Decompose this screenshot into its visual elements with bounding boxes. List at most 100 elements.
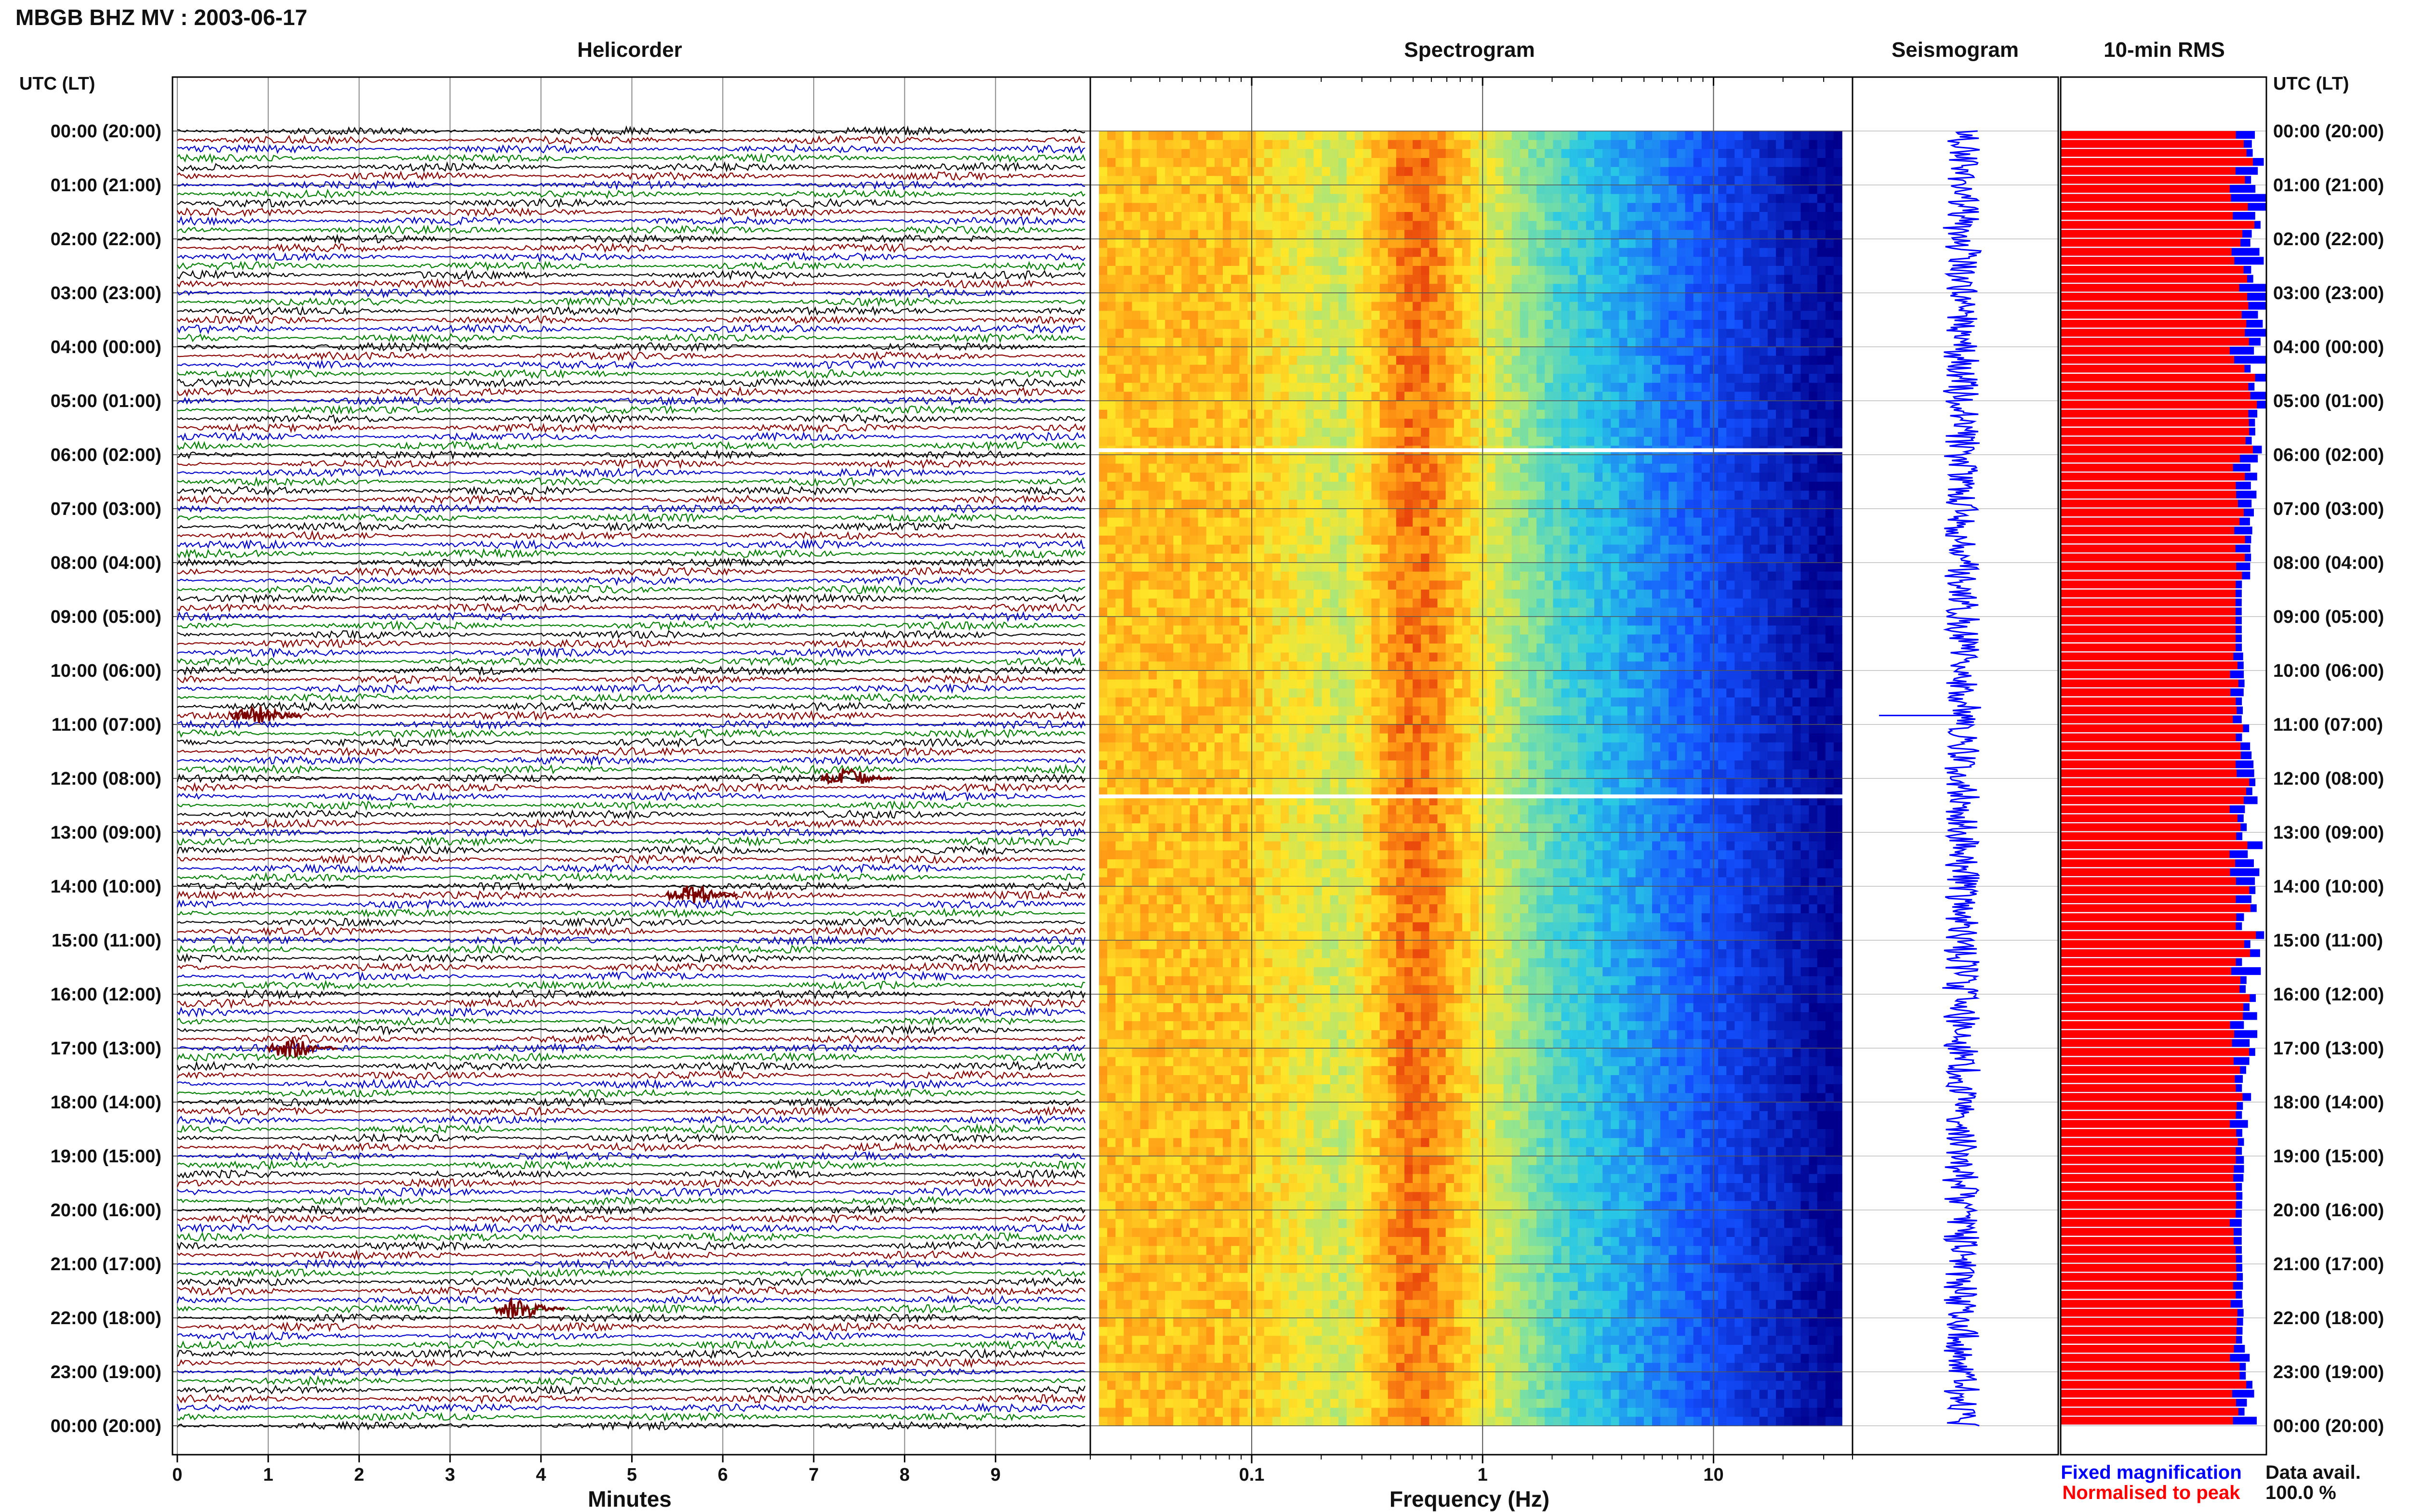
spectrogram-cell bbox=[1726, 455, 1735, 464]
spectrogram-cell bbox=[1421, 203, 1430, 212]
spectrogram-cell bbox=[1536, 490, 1545, 500]
spectrogram-cell bbox=[1487, 248, 1496, 258]
spectrogram-cell bbox=[1379, 580, 1389, 590]
spectrogram-cell bbox=[1388, 347, 1397, 356]
spectrogram-cell bbox=[1388, 517, 1397, 527]
spectrogram-cell bbox=[1734, 436, 1744, 447]
helicorder-trace-row bbox=[177, 513, 1085, 524]
spectrogram-cell bbox=[1693, 230, 1702, 239]
spectrogram-cell bbox=[1709, 436, 1719, 447]
spectrogram-cell bbox=[1643, 419, 1653, 428]
spectrogram-cell bbox=[1759, 140, 1768, 150]
spectrogram-cell bbox=[1305, 517, 1314, 527]
spectrogram-cell bbox=[1437, 167, 1446, 177]
helicorder-trace-row bbox=[176, 1052, 1085, 1063]
spectrogram-cell bbox=[1437, 212, 1446, 222]
spectrogram-cell bbox=[1214, 517, 1223, 527]
spectrogram-cell bbox=[1800, 329, 1810, 339]
spectrogram-cell bbox=[1338, 185, 1347, 195]
spectrogram-cell bbox=[1297, 248, 1306, 258]
spectrogram-cell bbox=[1305, 158, 1314, 168]
spectrogram-cell bbox=[1545, 553, 1554, 563]
helicorder-trace-row bbox=[177, 1214, 1085, 1225]
spectrogram-cell bbox=[1817, 463, 1826, 473]
spectrogram-cell bbox=[1305, 590, 1314, 599]
spectrogram-cell bbox=[1099, 284, 1108, 293]
spectrogram-cell bbox=[1553, 275, 1562, 285]
spectrogram-cell bbox=[1214, 490, 1223, 500]
spectrogram-cell bbox=[1454, 392, 1463, 401]
helicorder-trace-row bbox=[177, 215, 1085, 226]
spectrogram-cell bbox=[1660, 409, 1669, 420]
spectrogram-cell bbox=[1140, 167, 1149, 177]
spectrogram-cell bbox=[1726, 167, 1735, 177]
spectrogram-cell bbox=[1668, 158, 1678, 168]
spectrogram-cell bbox=[1643, 590, 1653, 599]
spectrogram-cell bbox=[1256, 203, 1265, 212]
spectrogram-cell bbox=[1124, 428, 1133, 437]
spectrogram-cell bbox=[1545, 455, 1554, 464]
spectrogram-cell bbox=[1099, 500, 1108, 509]
spectrogram-cell bbox=[1611, 221, 1620, 231]
spectrogram-cell bbox=[1124, 293, 1133, 302]
spectrogram-cell bbox=[1627, 320, 1636, 329]
spectrogram-cell bbox=[1396, 392, 1405, 401]
spectrogram-cell bbox=[1445, 509, 1455, 518]
spectrogram-cell bbox=[1355, 257, 1364, 266]
spectrogram-cell bbox=[1223, 500, 1231, 509]
spectrogram-cell bbox=[1734, 500, 1744, 509]
hour-label-left: 16:00 (12:00) bbox=[51, 985, 161, 1005]
spectrogram-cell bbox=[1239, 490, 1248, 500]
spectrogram-cell bbox=[1569, 176, 1578, 185]
spectrogram-cell bbox=[1569, 329, 1578, 339]
spectrogram-cell bbox=[1099, 230, 1108, 239]
spectrogram-cell bbox=[1256, 392, 1265, 401]
spectrogram-cell bbox=[1132, 392, 1141, 401]
spectrogram-cell bbox=[1322, 355, 1331, 366]
spectrogram-cell bbox=[1115, 571, 1125, 581]
spectrogram-cell bbox=[1577, 473, 1587, 482]
spectrogram-cell bbox=[1313, 382, 1323, 393]
spectrogram-cell bbox=[1305, 266, 1314, 276]
spectrogram-cell bbox=[1099, 158, 1108, 168]
spectrogram-cell bbox=[1833, 409, 1842, 420]
spectrogram-cell bbox=[1619, 293, 1628, 302]
spectrogram-cell bbox=[1470, 463, 1479, 473]
spectrogram-cell bbox=[1536, 553, 1545, 563]
spectrogram-cell bbox=[1396, 185, 1405, 195]
spectrogram-cell bbox=[1388, 482, 1397, 491]
spectrogram-cell bbox=[1404, 571, 1413, 581]
spectrogram-cell bbox=[1553, 490, 1562, 500]
spectrogram-cell bbox=[1776, 158, 1785, 168]
spectrogram-cell bbox=[1190, 419, 1199, 428]
spectrogram-cell bbox=[1289, 149, 1297, 158]
spectrogram-cell bbox=[1421, 482, 1430, 491]
spectrogram-cell bbox=[1099, 563, 1108, 572]
spectrogram-cell bbox=[1165, 284, 1174, 293]
spectrogram-cell bbox=[1231, 526, 1240, 536]
helicorder-trace-row bbox=[177, 881, 1086, 892]
spectrogram-cell bbox=[1685, 239, 1694, 249]
spectrogram-cell bbox=[1594, 329, 1603, 339]
spectrogram-cell bbox=[1743, 239, 1752, 249]
spectrogram-cell bbox=[1635, 374, 1644, 383]
spectrogram-cell bbox=[1281, 409, 1289, 420]
spectrogram-cell bbox=[1256, 428, 1265, 437]
spectrogram-cell bbox=[1437, 266, 1446, 276]
spectrogram-cell bbox=[1660, 194, 1669, 204]
spectrogram-cell bbox=[1206, 455, 1215, 464]
spectrogram-cell bbox=[1429, 293, 1438, 302]
spectrogram-cell bbox=[1833, 275, 1842, 285]
spectrogram-cell bbox=[1206, 149, 1215, 158]
spectrogram-cell bbox=[1165, 526, 1174, 536]
spectrogram-cell bbox=[1115, 293, 1125, 302]
spectrogram-cell bbox=[1140, 526, 1149, 536]
spectrogram-cell bbox=[1693, 257, 1702, 266]
spectrogram-cell bbox=[1115, 365, 1125, 374]
spectrogram-cell bbox=[1685, 311, 1694, 320]
spectrogram-cell bbox=[1495, 257, 1504, 266]
spectrogram-cell bbox=[1281, 463, 1289, 473]
spectrogram-cell bbox=[1338, 347, 1347, 356]
spectrogram-cell bbox=[1132, 284, 1141, 293]
spectrogram-cell bbox=[1132, 293, 1141, 302]
